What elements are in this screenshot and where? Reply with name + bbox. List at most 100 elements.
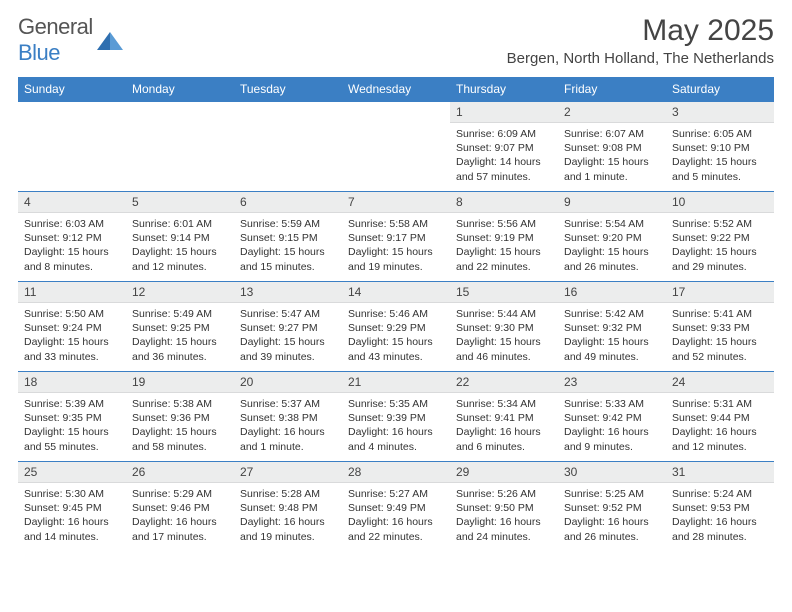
day-number: 27	[234, 462, 342, 483]
calendar-cell: 25Sunrise: 5:30 AMSunset: 9:45 PMDayligh…	[18, 462, 126, 552]
day-details: Sunrise: 5:24 AMSunset: 9:53 PMDaylight:…	[666, 483, 774, 546]
day-details: Sunrise: 6:07 AMSunset: 9:08 PMDaylight:…	[558, 123, 666, 186]
day-details: Sunrise: 5:58 AMSunset: 9:17 PMDaylight:…	[342, 213, 450, 276]
day-details: Sunrise: 5:27 AMSunset: 9:49 PMDaylight:…	[342, 483, 450, 546]
calendar-cell: 7Sunrise: 5:58 AMSunset: 9:17 PMDaylight…	[342, 192, 450, 282]
day-details: Sunrise: 5:26 AMSunset: 9:50 PMDaylight:…	[450, 483, 558, 546]
day-number: 29	[450, 462, 558, 483]
day-details: Sunrise: 5:33 AMSunset: 9:42 PMDaylight:…	[558, 393, 666, 456]
day-number: 1	[450, 102, 558, 123]
day-details: Sunrise: 5:30 AMSunset: 9:45 PMDaylight:…	[18, 483, 126, 546]
calendar-cell: 9Sunrise: 5:54 AMSunset: 9:20 PMDaylight…	[558, 192, 666, 282]
weekday-header: Friday	[558, 77, 666, 102]
weekday-header: Monday	[126, 77, 234, 102]
day-number: 4	[18, 192, 126, 213]
day-details: Sunrise: 5:42 AMSunset: 9:32 PMDaylight:…	[558, 303, 666, 366]
day-number: 19	[126, 372, 234, 393]
logo-word1: General	[18, 14, 93, 39]
calendar-cell	[342, 102, 450, 192]
day-details: Sunrise: 5:41 AMSunset: 9:33 PMDaylight:…	[666, 303, 774, 366]
calendar-cell: 20Sunrise: 5:37 AMSunset: 9:38 PMDayligh…	[234, 372, 342, 462]
calendar-cell: 2Sunrise: 6:07 AMSunset: 9:08 PMDaylight…	[558, 102, 666, 192]
triangle-icon	[97, 30, 123, 50]
calendar-cell: 13Sunrise: 5:47 AMSunset: 9:27 PMDayligh…	[234, 282, 342, 372]
day-number: 8	[450, 192, 558, 213]
day-details: Sunrise: 6:09 AMSunset: 9:07 PMDaylight:…	[450, 123, 558, 186]
day-details: Sunrise: 5:37 AMSunset: 9:38 PMDaylight:…	[234, 393, 342, 456]
calendar-cell: 19Sunrise: 5:38 AMSunset: 9:36 PMDayligh…	[126, 372, 234, 462]
calendar-cell: 18Sunrise: 5:39 AMSunset: 9:35 PMDayligh…	[18, 372, 126, 462]
day-number: 6	[234, 192, 342, 213]
weekday-header: Tuesday	[234, 77, 342, 102]
day-details: Sunrise: 6:05 AMSunset: 9:10 PMDaylight:…	[666, 123, 774, 186]
day-number: 16	[558, 282, 666, 303]
calendar-cell: 14Sunrise: 5:46 AMSunset: 9:29 PMDayligh…	[342, 282, 450, 372]
calendar-cell: 8Sunrise: 5:56 AMSunset: 9:19 PMDaylight…	[450, 192, 558, 282]
day-number: 31	[666, 462, 774, 483]
day-number: 7	[342, 192, 450, 213]
day-details: Sunrise: 6:03 AMSunset: 9:12 PMDaylight:…	[18, 213, 126, 276]
weekday-header: Sunday	[18, 77, 126, 102]
day-details: Sunrise: 6:01 AMSunset: 9:14 PMDaylight:…	[126, 213, 234, 276]
day-number: 23	[558, 372, 666, 393]
calendar-cell: 23Sunrise: 5:33 AMSunset: 9:42 PMDayligh…	[558, 372, 666, 462]
calendar-cell: 22Sunrise: 5:34 AMSunset: 9:41 PMDayligh…	[450, 372, 558, 462]
day-number: 12	[126, 282, 234, 303]
day-number: 30	[558, 462, 666, 483]
day-details: Sunrise: 5:59 AMSunset: 9:15 PMDaylight:…	[234, 213, 342, 276]
day-details: Sunrise: 5:29 AMSunset: 9:46 PMDaylight:…	[126, 483, 234, 546]
calendar-cell: 10Sunrise: 5:52 AMSunset: 9:22 PMDayligh…	[666, 192, 774, 282]
day-number: 14	[342, 282, 450, 303]
day-details: Sunrise: 5:39 AMSunset: 9:35 PMDaylight:…	[18, 393, 126, 456]
calendar-cell: 12Sunrise: 5:49 AMSunset: 9:25 PMDayligh…	[126, 282, 234, 372]
day-details: Sunrise: 5:38 AMSunset: 9:36 PMDaylight:…	[126, 393, 234, 456]
day-details: Sunrise: 5:28 AMSunset: 9:48 PMDaylight:…	[234, 483, 342, 546]
logo: General Blue	[18, 14, 123, 66]
day-details: Sunrise: 5:52 AMSunset: 9:22 PMDaylight:…	[666, 213, 774, 276]
calendar-cell: 31Sunrise: 5:24 AMSunset: 9:53 PMDayligh…	[666, 462, 774, 552]
day-number: 25	[18, 462, 126, 483]
day-details: Sunrise: 5:49 AMSunset: 9:25 PMDaylight:…	[126, 303, 234, 366]
day-number: 5	[126, 192, 234, 213]
day-details: Sunrise: 5:25 AMSunset: 9:52 PMDaylight:…	[558, 483, 666, 546]
day-details: Sunrise: 5:56 AMSunset: 9:19 PMDaylight:…	[450, 213, 558, 276]
day-details: Sunrise: 5:34 AMSunset: 9:41 PMDaylight:…	[450, 393, 558, 456]
day-details: Sunrise: 5:54 AMSunset: 9:20 PMDaylight:…	[558, 213, 666, 276]
calendar-cell	[126, 102, 234, 192]
calendar-cell: 30Sunrise: 5:25 AMSunset: 9:52 PMDayligh…	[558, 462, 666, 552]
logo-word2: Blue	[18, 40, 60, 65]
day-details: Sunrise: 5:44 AMSunset: 9:30 PMDaylight:…	[450, 303, 558, 366]
calendar-cell	[18, 102, 126, 192]
day-number: 15	[450, 282, 558, 303]
day-details: Sunrise: 5:31 AMSunset: 9:44 PMDaylight:…	[666, 393, 774, 456]
day-number: 2	[558, 102, 666, 123]
day-number: 28	[342, 462, 450, 483]
calendar-table: SundayMondayTuesdayWednesdayThursdayFrid…	[18, 77, 774, 552]
day-details: Sunrise: 5:46 AMSunset: 9:29 PMDaylight:…	[342, 303, 450, 366]
calendar-cell	[234, 102, 342, 192]
day-number: 9	[558, 192, 666, 213]
calendar-cell: 11Sunrise: 5:50 AMSunset: 9:24 PMDayligh…	[18, 282, 126, 372]
day-details: Sunrise: 5:50 AMSunset: 9:24 PMDaylight:…	[18, 303, 126, 366]
day-number: 11	[18, 282, 126, 303]
weekday-header: Thursday	[450, 77, 558, 102]
header: General Blue May 2025 Bergen, North Holl…	[18, 14, 774, 71]
day-number: 20	[234, 372, 342, 393]
calendar-cell: 4Sunrise: 6:03 AMSunset: 9:12 PMDaylight…	[18, 192, 126, 282]
day-number: 22	[450, 372, 558, 393]
location: Bergen, North Holland, The Netherlands	[507, 50, 774, 67]
day-number: 18	[18, 372, 126, 393]
calendar-cell: 29Sunrise: 5:26 AMSunset: 9:50 PMDayligh…	[450, 462, 558, 552]
calendar-cell: 5Sunrise: 6:01 AMSunset: 9:14 PMDaylight…	[126, 192, 234, 282]
day-number: 17	[666, 282, 774, 303]
day-number: 10	[666, 192, 774, 213]
calendar-cell: 6Sunrise: 5:59 AMSunset: 9:15 PMDaylight…	[234, 192, 342, 282]
calendar-cell: 15Sunrise: 5:44 AMSunset: 9:30 PMDayligh…	[450, 282, 558, 372]
weekday-header: Saturday	[666, 77, 774, 102]
day-number: 21	[342, 372, 450, 393]
calendar-cell: 26Sunrise: 5:29 AMSunset: 9:46 PMDayligh…	[126, 462, 234, 552]
day-number: 3	[666, 102, 774, 123]
day-number: 13	[234, 282, 342, 303]
month-title: May 2025	[507, 14, 774, 48]
day-details: Sunrise: 5:47 AMSunset: 9:27 PMDaylight:…	[234, 303, 342, 366]
